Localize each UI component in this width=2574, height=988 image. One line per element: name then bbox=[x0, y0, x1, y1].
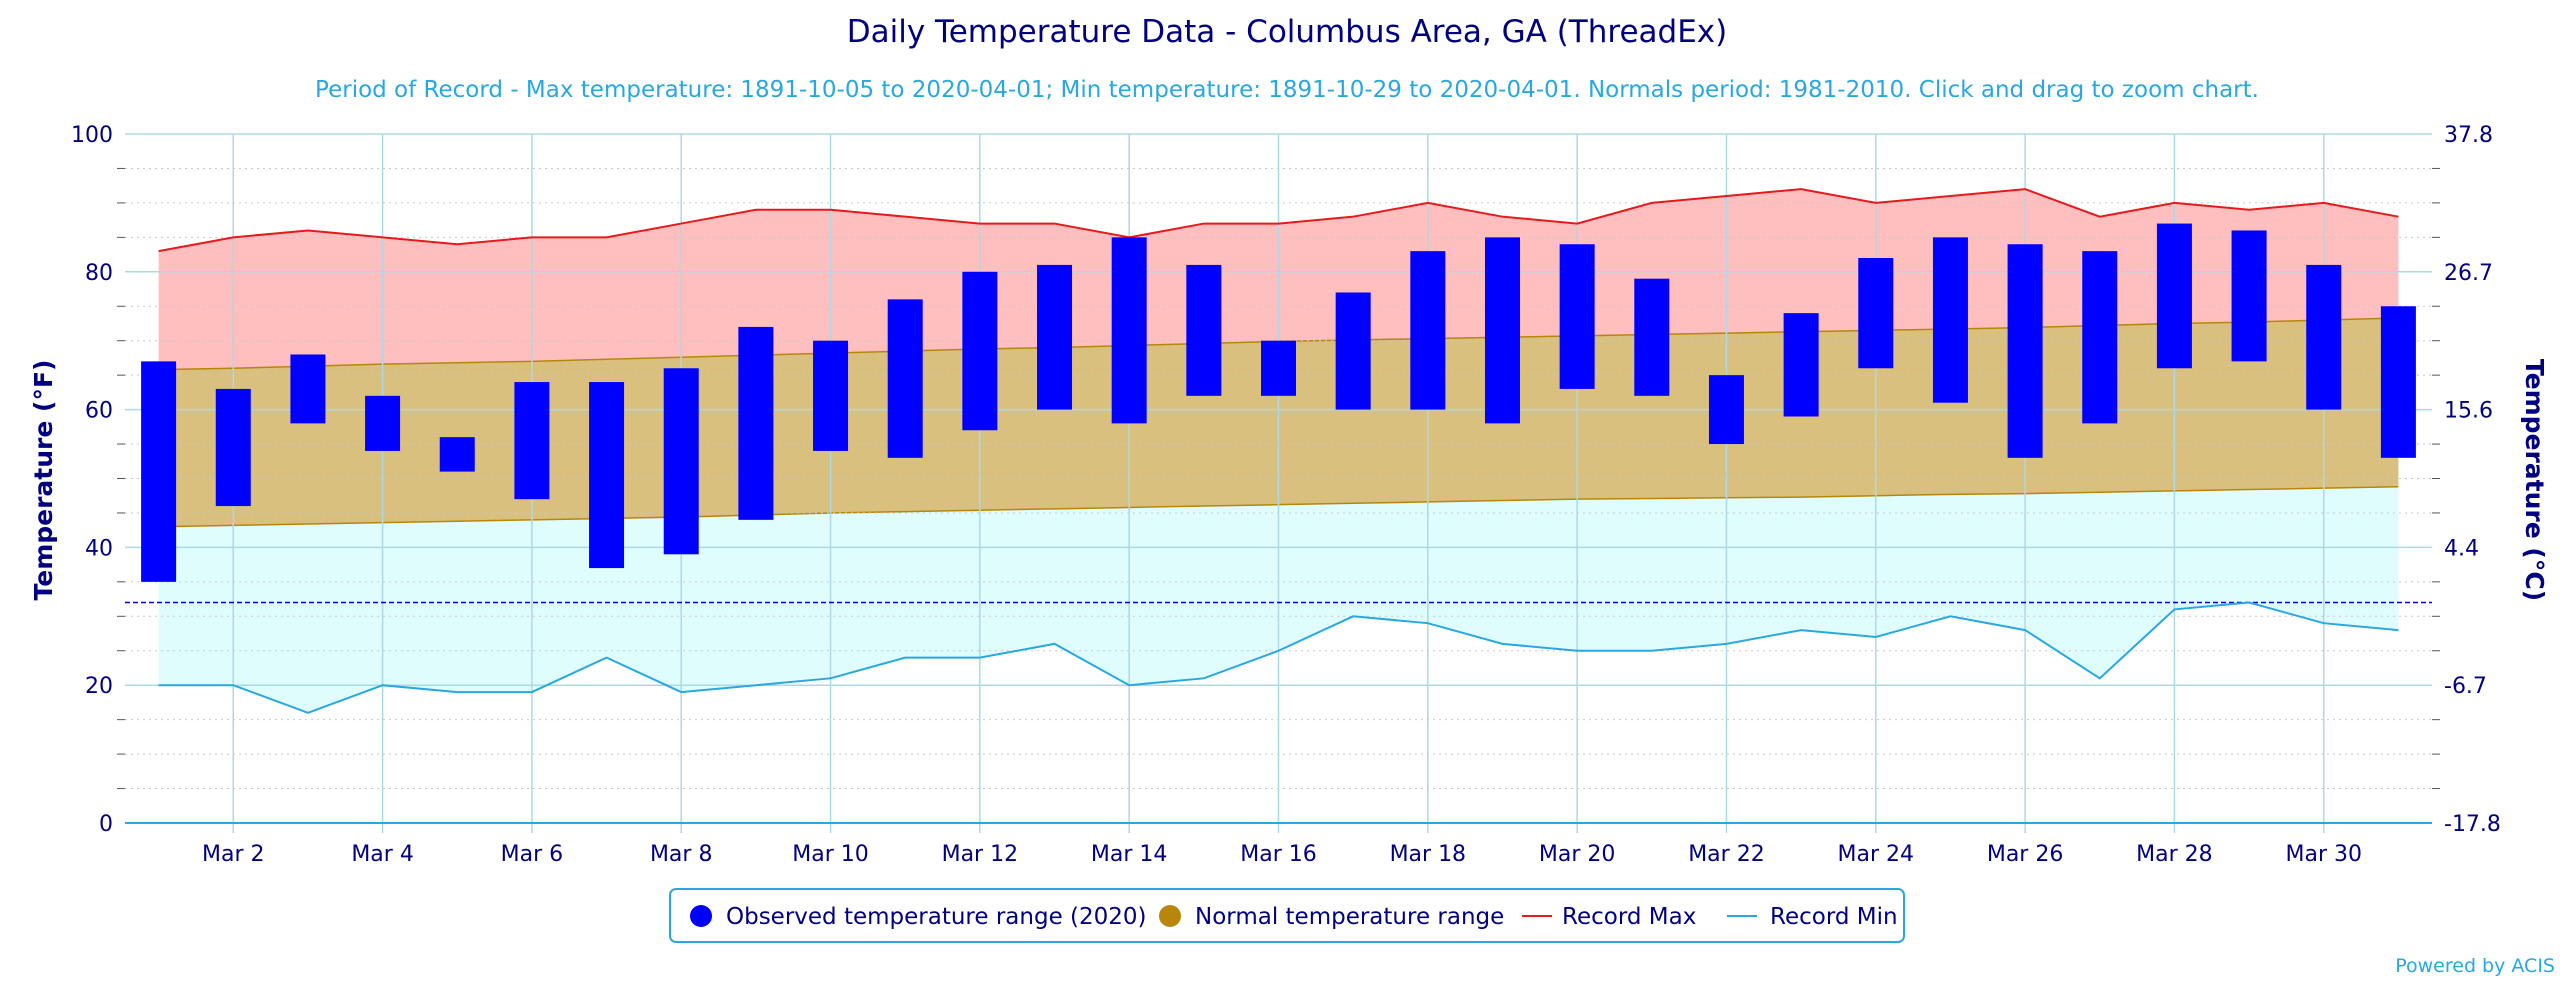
legend-observed-label[interactable]: Observed temperature range (2020) bbox=[726, 904, 1147, 930]
observed-bar-mar-1[interactable] bbox=[141, 361, 177, 582]
x-tick-label: Mar 14 bbox=[1091, 842, 1168, 867]
observed-bar-mar-28[interactable] bbox=[2156, 223, 2192, 369]
x-tick-label: Mar 18 bbox=[1390, 842, 1467, 867]
x-tick-label: Mar 8 bbox=[650, 842, 713, 867]
y-tick-label-right: 37.8 bbox=[2444, 123, 2493, 148]
observed-bar-mar-17[interactable] bbox=[1335, 292, 1371, 410]
powered-by-credit[interactable]: Powered by ACIS bbox=[2395, 955, 2555, 977]
legend[interactable]: Observed temperature range (2020) Normal… bbox=[669, 888, 1905, 943]
observed-bar-mar-12[interactable] bbox=[962, 271, 998, 431]
observed-bar-mar-8[interactable] bbox=[663, 368, 699, 555]
y-axis-label-right: Temperature (°C) bbox=[2520, 359, 2549, 601]
observed-bar-mar-24[interactable] bbox=[1858, 258, 1894, 369]
observed-bar-mar-27[interactable] bbox=[2082, 251, 2118, 424]
observed-bar-mar-3[interactable] bbox=[290, 354, 326, 424]
observed-bar-mar-6[interactable] bbox=[514, 382, 550, 500]
legend-normal-icon bbox=[1159, 905, 1181, 927]
y-tick-label-right: -17.8 bbox=[2444, 812, 2501, 837]
observed-bar-mar-14[interactable] bbox=[1111, 237, 1147, 424]
record-min-line bbox=[158, 601, 2399, 714]
legend-record-min-label[interactable]: Record Min bbox=[1770, 904, 1898, 930]
y-tick-label-left: 60 bbox=[85, 399, 113, 424]
observed-bar-mar-18[interactable] bbox=[1410, 251, 1446, 410]
x-tick-label: Mar 22 bbox=[1688, 842, 1765, 867]
record-max-line bbox=[158, 188, 2399, 253]
observed-bar-mar-4[interactable] bbox=[365, 395, 401, 451]
legend-normal-label[interactable]: Normal temperature range bbox=[1195, 904, 1504, 930]
x-tick-label: Mar 4 bbox=[351, 842, 414, 867]
observed-bar-mar-30[interactable] bbox=[2306, 264, 2342, 410]
observed-bar-mar-20[interactable] bbox=[1559, 244, 1595, 389]
y-tick-label-right: 15.6 bbox=[2444, 399, 2493, 424]
y-tick-label-left: 100 bbox=[71, 123, 113, 148]
record-lines-layer bbox=[158, 188, 2399, 714]
observed-bar-mar-31[interactable] bbox=[2380, 306, 2416, 458]
y-tick-label-right: 26.7 bbox=[2444, 261, 2493, 286]
chart-subtitle: Period of Record - Max temperature: 1891… bbox=[315, 77, 2259, 103]
x-tick-label: Mar 10 bbox=[792, 842, 869, 867]
x-tick-label: Mar 24 bbox=[1838, 842, 1915, 867]
y-axis-label-left: Temperature (°F) bbox=[29, 360, 58, 601]
y-tick-label-left: 0 bbox=[99, 812, 113, 837]
observed-bar-mar-26[interactable] bbox=[2007, 244, 2043, 458]
y-tick-label-left: 40 bbox=[85, 536, 113, 561]
x-tick-label: Mar 28 bbox=[2136, 842, 2213, 867]
observed-bar-mar-29[interactable] bbox=[2231, 230, 2267, 362]
x-tick-label: Mar 20 bbox=[1539, 842, 1616, 867]
y-tick-label-right: -6.7 bbox=[2444, 674, 2487, 699]
y-tick-label-right: 4.4 bbox=[2444, 536, 2479, 561]
observed-bar-mar-25[interactable] bbox=[1932, 237, 1968, 403]
observed-bar-mar-15[interactable] bbox=[1186, 264, 1222, 396]
observed-bar-mar-13[interactable] bbox=[1037, 264, 1073, 410]
observed-bar-mar-21[interactable] bbox=[1634, 278, 1670, 396]
observed-bar-mar-23[interactable] bbox=[1783, 313, 1819, 417]
legend-box bbox=[669, 888, 1905, 943]
x-tick-label: Mar 6 bbox=[501, 842, 564, 867]
observed-bar-mar-16[interactable] bbox=[1261, 340, 1296, 396]
y-tick-label-left: 80 bbox=[85, 261, 113, 286]
x-tick-label: Mar 16 bbox=[1240, 842, 1317, 867]
x-tick-label: Mar 12 bbox=[942, 842, 1019, 867]
y-tick-label-left: 20 bbox=[85, 674, 113, 699]
x-tick-label: Mar 2 bbox=[202, 842, 265, 867]
legend-record-max-label[interactable]: Record Max bbox=[1562, 904, 1696, 930]
observed-bar-mar-10[interactable] bbox=[813, 340, 849, 451]
legend-observed-icon bbox=[690, 905, 712, 927]
x-tick-label: Mar 26 bbox=[1987, 842, 2064, 867]
observed-bar-mar-11[interactable] bbox=[887, 299, 923, 458]
observed-bar-mar-22[interactable] bbox=[1708, 375, 1744, 445]
observed-bar-mar-9[interactable] bbox=[738, 326, 774, 520]
observed-bar-mar-2[interactable] bbox=[215, 388, 251, 507]
axes-layer: 0 -17.8 20 -6.7 40 4.4 60 15.6 80 26.7 100 37.8 Mar … bbox=[71, 123, 2501, 867]
observed-bar-mar-19[interactable] bbox=[1484, 237, 1520, 424]
observed-bar-mar-5[interactable] bbox=[439, 437, 475, 472]
x-tick-label: Mar 30 bbox=[2285, 842, 2362, 867]
observed-bar-mar-7[interactable] bbox=[589, 382, 625, 569]
observed-bars-layer[interactable] bbox=[141, 223, 2416, 582]
chart-title: Daily Temperature Data - Columbus Area, … bbox=[847, 14, 1727, 50]
